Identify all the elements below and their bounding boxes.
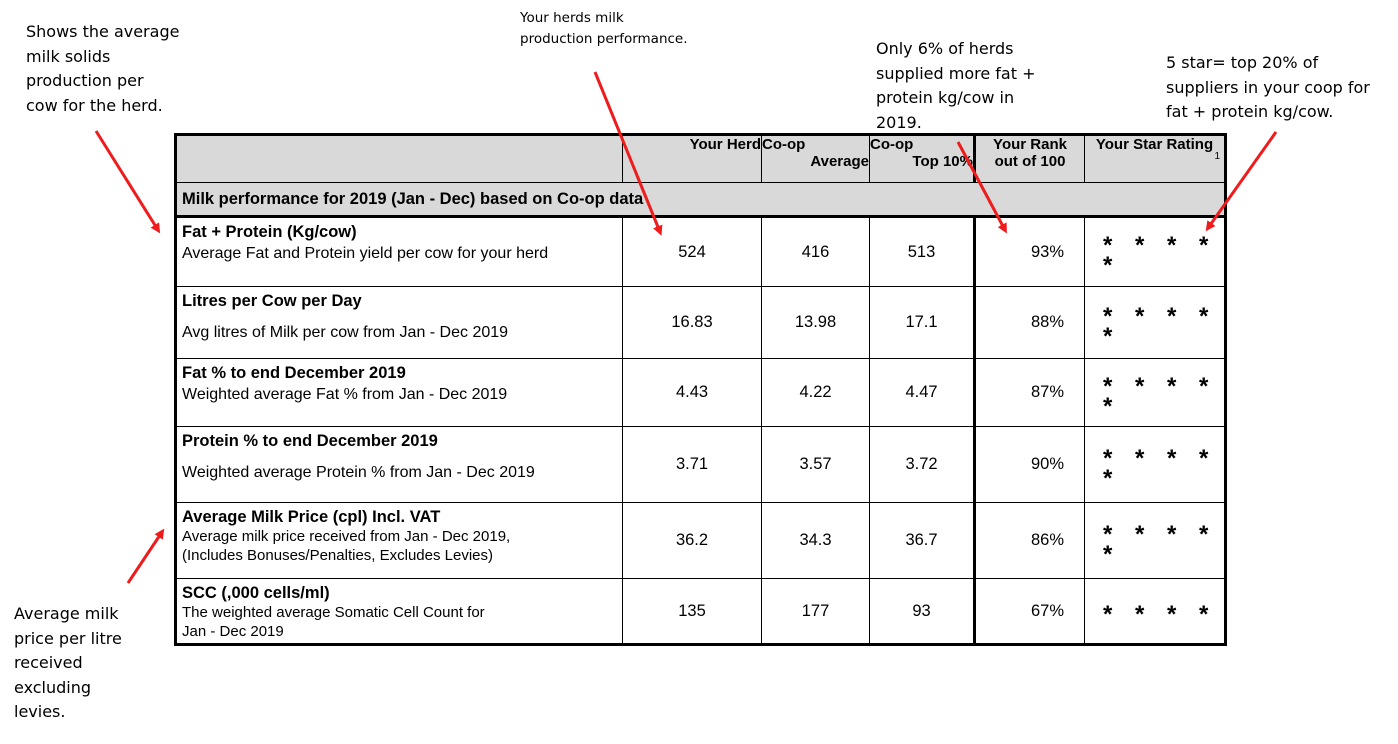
arrow-only-6-percent xyxy=(956,141,1007,234)
metric-description: Average Fat and Protein yield per cow fo… xyxy=(182,245,549,262)
metric-description: The weighted average Somatic Cell Count … xyxy=(182,604,485,621)
your-rank-value: 90% xyxy=(973,426,1085,503)
your-rank-value: 88% xyxy=(973,286,1085,359)
star-rating: * * * * * xyxy=(1084,426,1226,503)
star-rating: * * * * * xyxy=(1084,286,1226,359)
your-rank-value: 87% xyxy=(973,358,1085,427)
metric-title: Litres per Cow per Day xyxy=(182,292,362,310)
coop-average-value: 177 xyxy=(761,578,870,645)
header-your-herd: Your Herd xyxy=(622,134,762,183)
coop-average-value: 13.98 xyxy=(761,286,870,359)
section-title: Milk performance for 2019 (Jan - Dec) ba… xyxy=(175,182,1226,218)
arrow-milk-price xyxy=(126,528,165,584)
coop-average-value: 4.22 xyxy=(761,358,870,427)
table-row: SCC (,000 cells/ml) The weighted average … xyxy=(175,578,1226,645)
metric-description: Weighted average Protein % from Jan - De… xyxy=(182,464,535,481)
annotation-milk-price: Average milk price per litre received ex… xyxy=(14,604,122,721)
table-row: Fat + Protein (Kg/cow) Average Fat and Pr… xyxy=(175,216,1226,287)
annotation-herd-performance: Your herds milk production performance. xyxy=(520,10,688,47)
metric-title: Protein % to end December 2019 xyxy=(182,432,438,450)
coop-top10-value: 513 xyxy=(869,216,975,287)
metric-description: Weighted average Fat % from Jan - Dec 20… xyxy=(182,386,508,403)
annotation-only-6-percent: Only 6% of herds supplied more fat + pro… xyxy=(876,39,1036,132)
your-herd-value: 4.43 xyxy=(622,358,762,427)
metric-label-cell: SCC (,000 cells/ml) The weighted average … xyxy=(175,578,623,645)
milk-performance-table: Your Herd Co-op Average Co-op Top 10% Your… xyxy=(174,133,1227,646)
metric-label-cell: Protein % to end December 2019 Weighted a… xyxy=(175,426,623,503)
coop-top10-value: 17.1 xyxy=(869,286,975,359)
metric-title: Fat % to end December 2019 xyxy=(182,364,406,382)
table-row: Average Milk Price (cpl) Incl. VAT Averag… xyxy=(175,502,1226,579)
metric-description: Average milk price received from Jan - D… xyxy=(182,528,511,545)
your-herd-value: 3.71 xyxy=(622,426,762,503)
arrow-herd-performance xyxy=(593,71,663,236)
section-row: Milk performance for 2019 (Jan - Dec) ba… xyxy=(175,182,1226,218)
your-herd-value: 524 xyxy=(622,216,762,287)
star-rating: * * * * xyxy=(1084,578,1226,645)
metric-description-line2: (Includes Bonuses/Penalties, Excludes Le… xyxy=(182,547,494,564)
coop-average-value: 3.57 xyxy=(761,426,870,503)
header-coop-top: Co-op Top 10% xyxy=(869,134,975,183)
metric-label-cell: Fat % to end December 2019 Weighted avera… xyxy=(175,358,623,427)
header-footnote-marker: 1 xyxy=(1214,151,1220,162)
your-rank-value: 67% xyxy=(973,578,1085,645)
star-rating: * * * * * xyxy=(1084,358,1226,427)
annotation-average-solids: Shows the average milk solids production… xyxy=(26,22,180,115)
arrow-five-star xyxy=(1205,131,1278,232)
metric-description-line2: Jan - Dec 2019 xyxy=(182,623,284,640)
your-herd-value: 36.2 xyxy=(622,502,762,579)
coop-top10-value: 93 xyxy=(869,578,975,645)
star-rating: * * * * * xyxy=(1084,502,1226,579)
your-rank-value: 93% xyxy=(973,216,1085,287)
metric-title: SCC (,000 cells/ml) xyxy=(182,584,330,602)
annotation-five-star: 5 star= top 20% of suppliers in your coo… xyxy=(1166,53,1370,121)
metric-title: Fat + Protein (Kg/cow) xyxy=(182,223,357,241)
coop-average-value: 34.3 xyxy=(761,502,870,579)
metric-label-cell: Average Milk Price (cpl) Incl. VAT Averag… xyxy=(175,502,623,579)
header-star-rating: 1 Your Star Rating xyxy=(1084,134,1226,183)
table-header-row: Your Herd Co-op Average Co-op Top 10% Your… xyxy=(175,134,1226,183)
your-herd-value: 135 xyxy=(622,578,762,645)
table-row: Fat % to end December 2019 Weighted avera… xyxy=(175,358,1226,427)
coop-top10-value: 36.7 xyxy=(869,502,975,579)
metric-label-cell: Litres per Cow per Day Avg litres of Milk… xyxy=(175,286,623,359)
metric-label-cell: Fat + Protein (Kg/cow) Average Fat and Pr… xyxy=(175,216,623,287)
header-blank xyxy=(175,134,623,183)
coop-top10-value: 3.72 xyxy=(869,426,975,503)
star-rating: * * * * * xyxy=(1084,216,1226,287)
metric-description: Avg litres of Milk per cow from Jan - De… xyxy=(182,324,509,341)
coop-top10-value: 4.47 xyxy=(869,358,975,427)
metric-title: Average Milk Price (cpl) Incl. VAT xyxy=(182,508,441,526)
header-your-rank: Your Rank out of 100 xyxy=(973,134,1085,183)
table-row: Protein % to end December 2019 Weighted a… xyxy=(175,426,1226,503)
arrow-average-solids xyxy=(94,130,161,234)
table-row: Litres per Cow per Day Avg litres of Milk… xyxy=(175,286,1226,359)
